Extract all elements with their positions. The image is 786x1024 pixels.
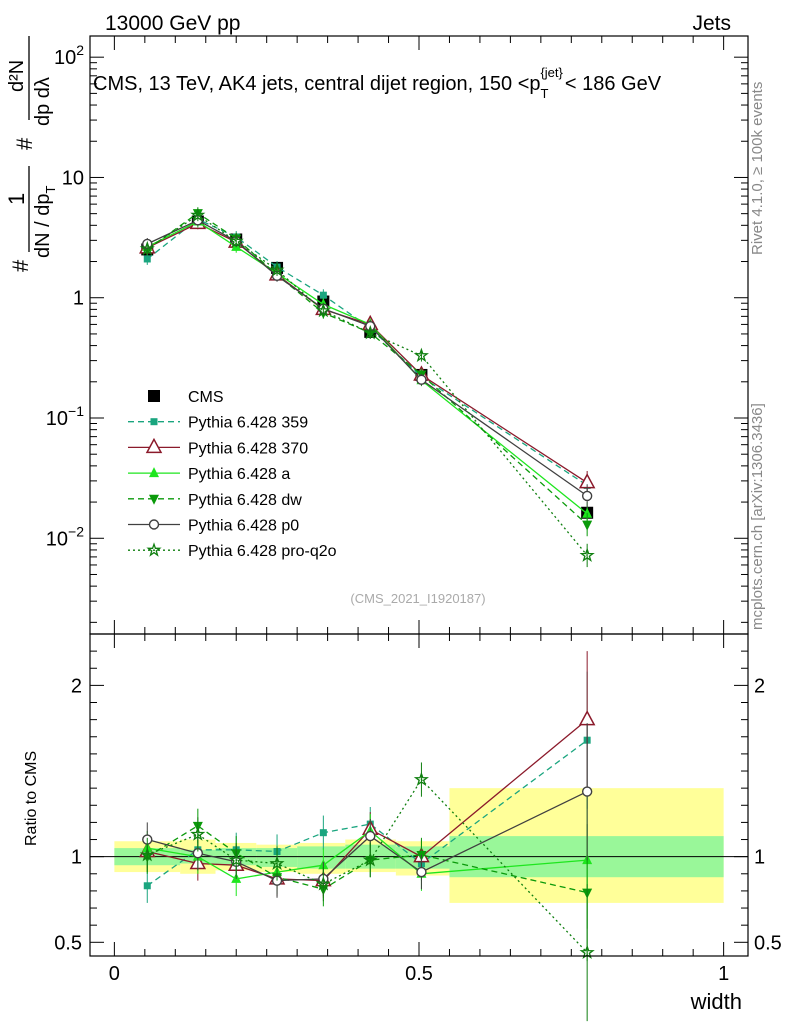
ratio-line-pro-q2o (147, 778, 588, 954)
xtick-label: 1 (718, 963, 729, 985)
series-line-359 (146, 218, 588, 486)
analysis-id: (CMS_2021_I1920187) (350, 591, 485, 606)
mcplots-label: mcplots.cern.ch [arXiv:1306.3436] (749, 403, 766, 630)
point-pro-q2o-6 (413, 347, 429, 363)
legend-label-a: Pythia 6.428 a (188, 466, 290, 483)
point-359-0 (143, 255, 151, 263)
point-pro-q2o-7 (579, 547, 595, 562)
ratio-ytick-label-right: 2 (754, 675, 765, 697)
ratio-point-pro-q2o-1 (190, 826, 206, 841)
ylabel-main-den: dp dλ (32, 77, 54, 126)
legend-label-pro-q2o: Pythia 6.428 pro-q2o (188, 543, 337, 560)
legend-item-a: Pythia 6.428 a (128, 466, 290, 483)
point-pro-q2o-5 (362, 324, 378, 340)
ratio-ytick-label: 1 (71, 847, 82, 869)
main-ytick-label: 1 (73, 288, 84, 310)
ratio-ytick-label-right: 1 (754, 847, 765, 869)
ratio-point-p0-7 (581, 786, 593, 797)
point-dw-7 (582, 520, 593, 531)
ratio-panel (89, 633, 749, 1022)
legend-label-370: Pythia 6.428 370 (188, 440, 308, 457)
process-label: Jets (692, 12, 731, 35)
legend-marker-a (149, 467, 159, 478)
energy-label: 13000 GeV pp (105, 12, 240, 35)
legend-marker-pro-q2o (146, 542, 162, 557)
main-ytick-label: 102 (54, 42, 84, 69)
series-p0 (142, 214, 593, 508)
series-pro-q2o (139, 207, 595, 568)
legend-marker-p0 (148, 519, 160, 530)
legend-label-359: Pythia 6.428 359 (188, 415, 308, 432)
ratio-line-p0 (147, 791, 588, 882)
point-p0-7 (581, 490, 593, 502)
point-a-7 (582, 507, 593, 518)
axes: 10−2 10−1 1 10 102 0.5 0.5 1 1 2 2 0 0.5 1 (46, 36, 782, 985)
ratio-ytick-label: 0.5 (54, 932, 82, 954)
title-main: CMS, 13 TeV, AK4 jets, central dijet reg… (93, 73, 541, 95)
main-ytick-label: 10 (62, 167, 84, 189)
ratio-point-370-7 (578, 710, 596, 726)
ratio-point-p0-5 (365, 830, 376, 842)
ratio-point-359-4 (319, 829, 327, 837)
title-sub: T (541, 86, 549, 101)
ylabel-hash-1: # (8, 259, 33, 272)
point-pro-q2o-3 (269, 262, 285, 277)
ratio-point-359-0 (143, 882, 151, 890)
ratio-point-pro-q2o-5 (362, 852, 378, 867)
svg-text:CMS, 13 TeV, AK4 jets, central: CMS, 13 TeV, AK4 jets, central dijet reg… (93, 65, 662, 101)
point-pro-q2o-0 (139, 240, 155, 256)
ratio-series-p0 (142, 723, 593, 898)
plot-title: CMS, 13 TeV, AK4 jets, central dijet reg… (93, 65, 662, 101)
legend: CMS Pythia 6.428 359 Pythia 6.428 370 Pythi… (128, 389, 337, 560)
main-ytick-label: 10−1 (46, 403, 84, 430)
ratio-ylabel: Ratio to CMS (23, 751, 40, 846)
series-line-dw (146, 212, 588, 526)
ratio-line-359 (146, 739, 588, 887)
ratio-point-pro-q2o-7 (579, 944, 595, 960)
ratio-point-p0-6 (416, 866, 427, 878)
legend-label-CMS: CMS (188, 389, 224, 406)
point-pro-q2o-4 (315, 302, 332, 318)
legend-marker-370 (145, 437, 163, 454)
xtick-label: 0 (109, 963, 120, 985)
point-359-4 (319, 291, 327, 299)
legend-item-dw: Pythia 6.428 dw (128, 492, 302, 509)
ylabel-frac-num: 1 (4, 193, 29, 205)
title-sup: {jet} (540, 65, 563, 80)
legend-marker-dw (149, 494, 159, 505)
ratio-point-pro-q2o-6 (413, 771, 429, 787)
ratio-ytick-label-right: 0.5 (754, 932, 782, 954)
legend-item-pro-q2o: Pythia 6.428 pro-q2o (128, 542, 337, 560)
point-p0-6 (416, 374, 427, 385)
main-ylabel: # 1 dN / dpT # d²N dp dλ (4, 36, 58, 272)
x-axis-label: width (690, 989, 742, 1014)
main-ytick-label: 10−2 (46, 523, 84, 550)
ylabel-hash-2: # (12, 137, 37, 150)
legend-label-dw: Pythia 6.428 dw (188, 492, 302, 509)
ylabel-frac-den: dN / dpT (32, 186, 58, 258)
ratio-point-pro-q2o-3 (269, 855, 285, 871)
series-dw (142, 207, 593, 537)
ratio-series-pro-q2o (139, 762, 595, 1022)
ylabel-main-num: d²N (6, 60, 28, 92)
ratio-ytick-label: 2 (71, 675, 82, 697)
ratio-point-pro-q2o-4 (315, 876, 332, 891)
legend-item-370: Pythia 6.428 370 (128, 437, 308, 457)
legend-item-p0: Pythia 6.428 p0 (128, 518, 299, 535)
xtick-label: 0.5 (405, 963, 433, 985)
rivet-label: Rivet 4.1.0, ≥ 100k events (749, 82, 766, 255)
ratio-point-pro-q2o-0 (139, 846, 155, 862)
point-pro-q2o-1 (190, 207, 206, 222)
title-tail: < 186 GeV (565, 73, 662, 95)
legend-item-CMS: CMS (148, 389, 224, 406)
legend-label-p0: Pythia 6.428 p0 (188, 518, 299, 535)
legend-marker-CMS (148, 390, 160, 402)
band-inner-4 (297, 846, 346, 869)
legend-marker-359 (150, 418, 158, 426)
ratio-point-pro-q2o-2 (228, 852, 244, 867)
series-line-p0 (147, 219, 588, 497)
point-pro-q2o-2 (228, 233, 244, 248)
legend-item-359: Pythia 6.428 359 (128, 415, 308, 432)
